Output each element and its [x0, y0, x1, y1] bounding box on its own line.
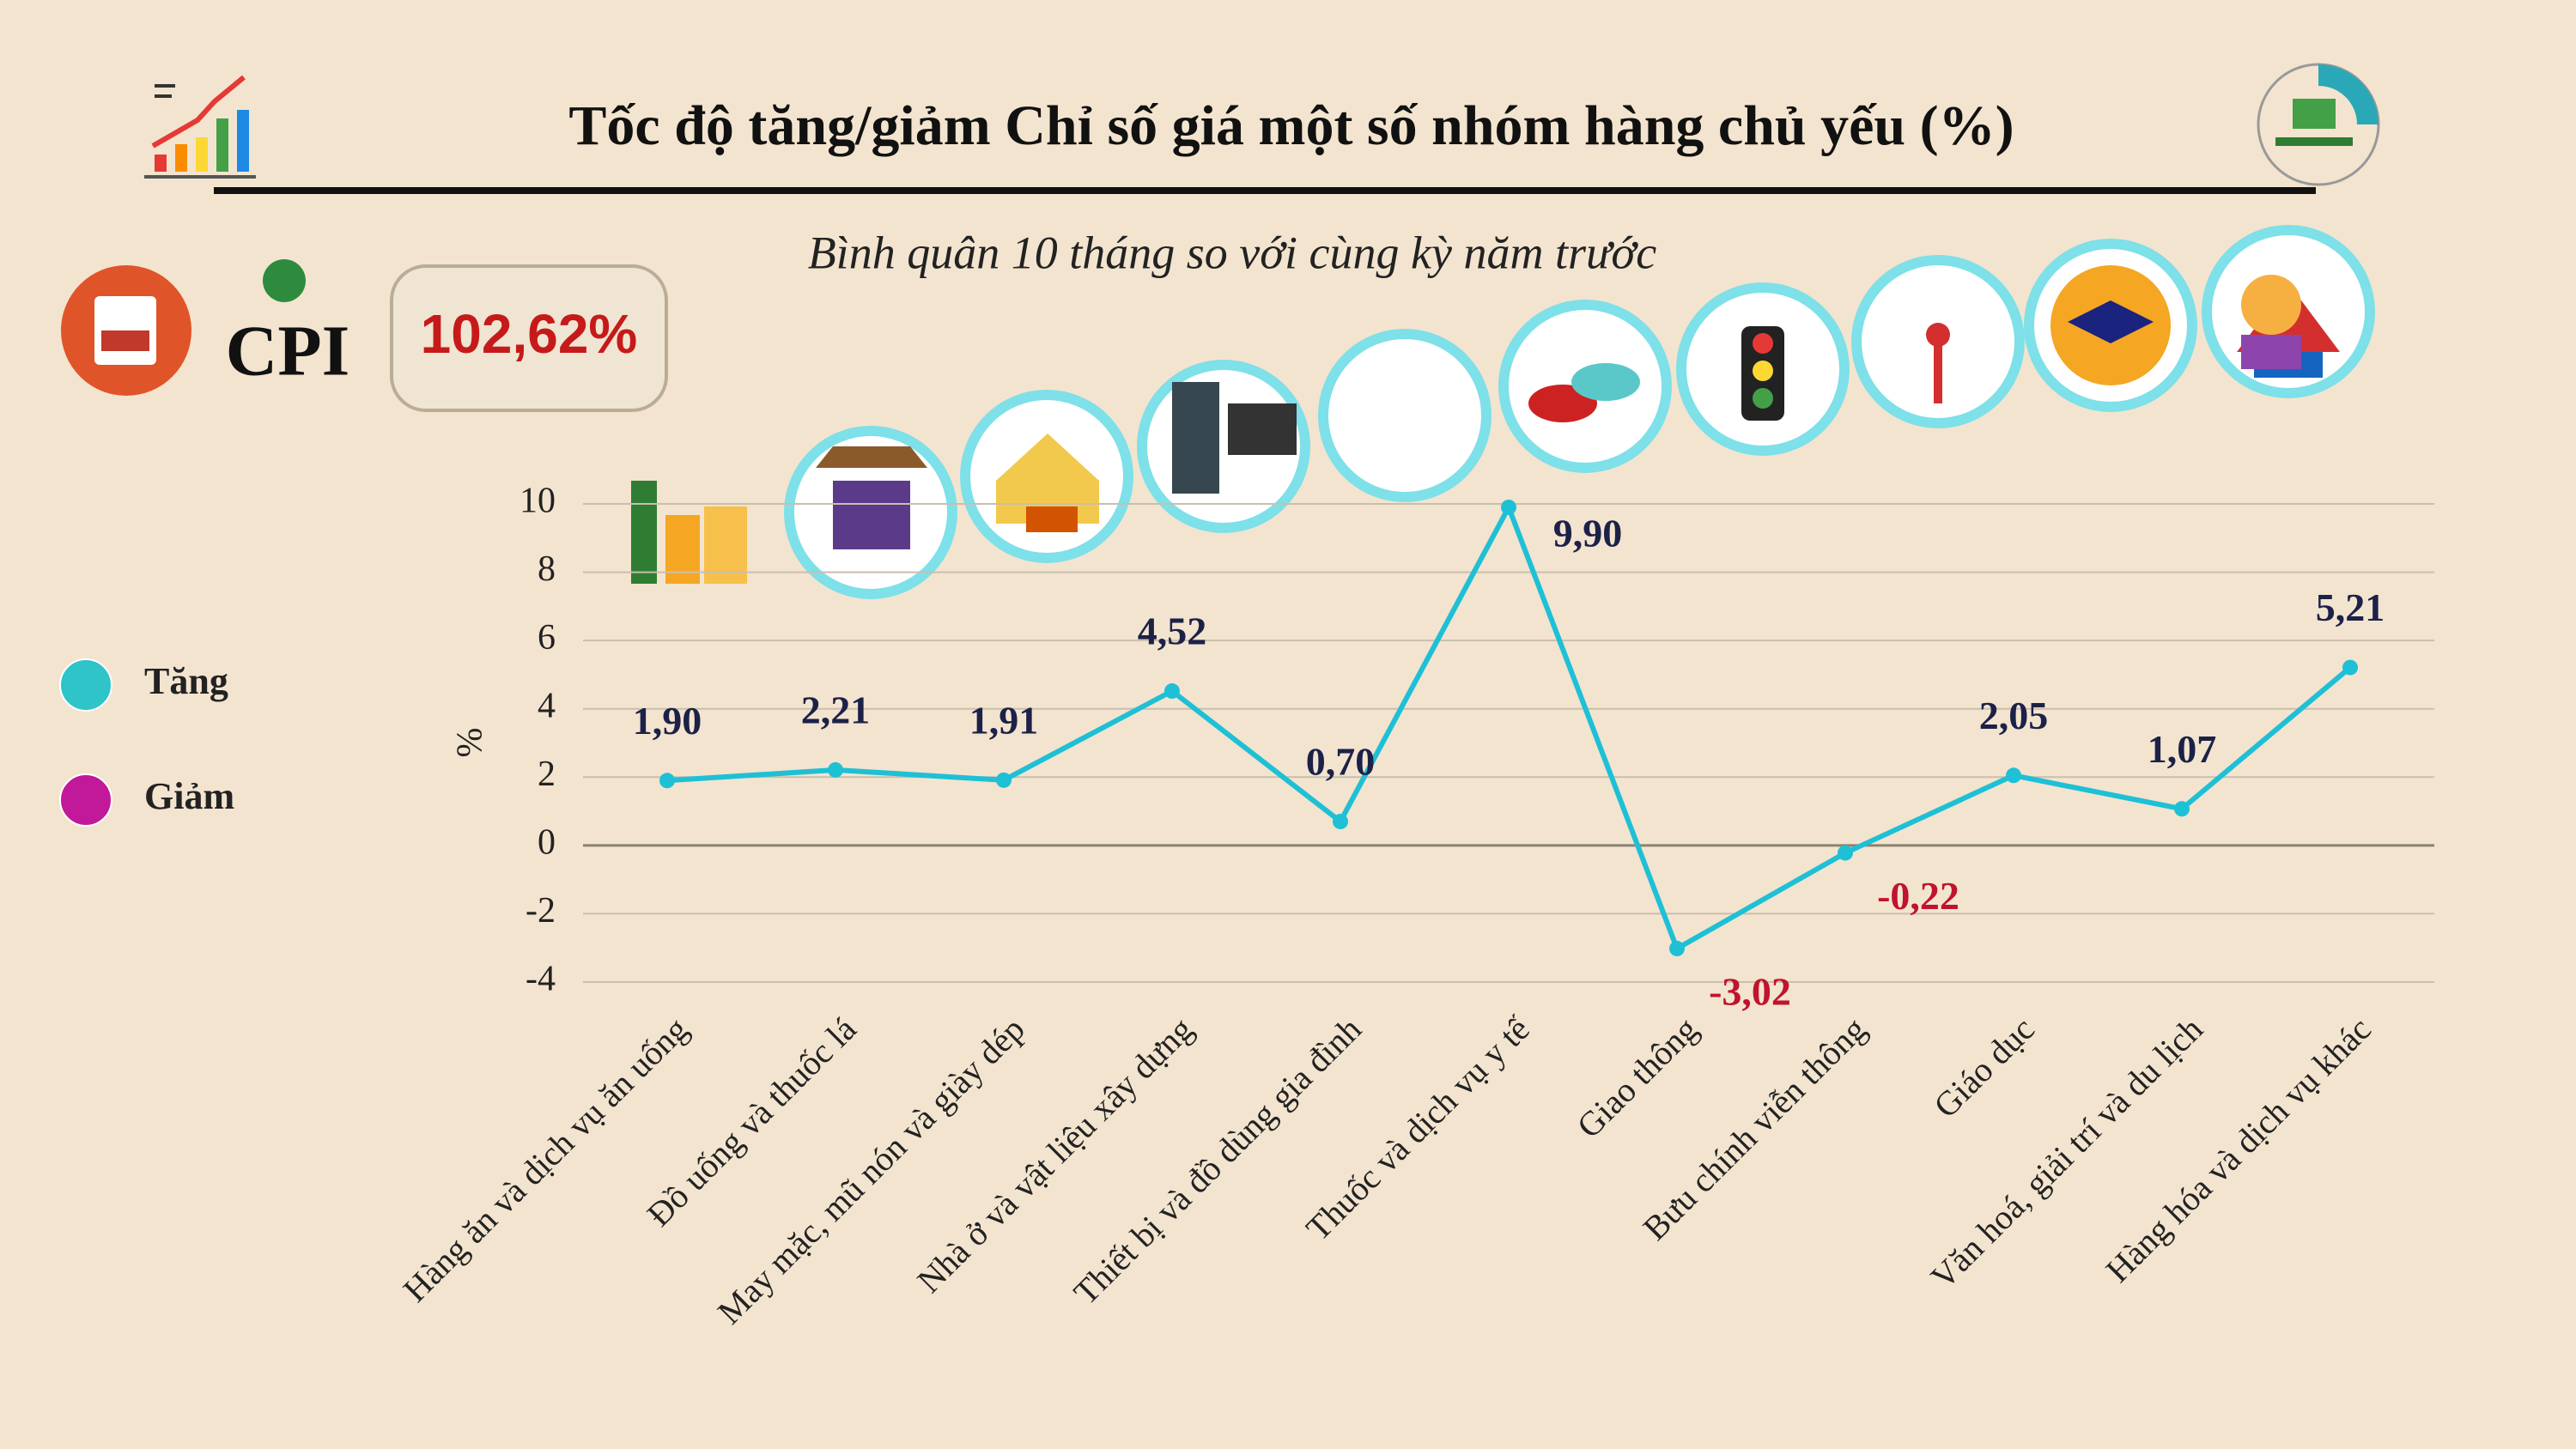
value-label: -3,02	[1709, 970, 1791, 1014]
value-label: 9,90	[1553, 512, 1623, 555]
data-point	[1333, 814, 1348, 830]
value-label: 4,52	[1138, 609, 1207, 653]
y-tick-label: 0	[538, 822, 556, 862]
data-point	[1164, 683, 1180, 700]
data-point	[1501, 499, 1516, 515]
value-label: 1,91	[969, 698, 1039, 742]
cpi-label: CPI	[226, 311, 350, 391]
chart-title: Tốc độ tăng/giảm Chỉ số giá một số nhóm …	[568, 94, 2014, 157]
value-label: 0,70	[1306, 740, 1376, 784]
data-point	[2006, 767, 2021, 784]
cpi-dot	[263, 259, 306, 302]
category-icons	[631, 225, 2375, 599]
team-icon	[2257, 63, 2380, 186]
y-tick-label: -4	[526, 960, 556, 999]
subtitle: Bình quân 10 tháng so với cùng kỳ năm tr…	[808, 227, 1656, 278]
value-label: 5,21	[2316, 585, 2385, 629]
data-point	[1669, 941, 1685, 957]
value-label: 2,05	[1979, 694, 2049, 737]
value-label: -0,22	[1877, 874, 1959, 918]
y-axis-label: %	[451, 728, 490, 758]
value-label: 2,21	[801, 688, 871, 731]
legend-label: Tăng	[144, 660, 228, 702]
legend-marker	[59, 773, 112, 827]
y-tick-label: 2	[538, 755, 556, 794]
cpi-value: 102,62%	[421, 303, 638, 365]
y-tick-label: 10	[519, 482, 556, 521]
value-label: 1,90	[633, 699, 702, 743]
legend-marker	[59, 658, 112, 712]
y-tick-label: 4	[538, 686, 556, 725]
cpi-frame	[390, 264, 668, 412]
cpi-doc-band	[101, 330, 149, 351]
y-tick-label: 8	[538, 549, 556, 589]
y-tick-label: -2	[526, 891, 556, 931]
data-point	[659, 773, 675, 789]
legend-label: Giảm	[144, 775, 234, 817]
data-point	[1838, 845, 1853, 861]
data-point	[2342, 659, 2358, 676]
y-tick-label: 6	[538, 618, 556, 658]
data-point	[828, 761, 843, 778]
data-point	[2174, 801, 2190, 817]
value-label: 1,07	[2148, 727, 2217, 771]
data-point	[996, 772, 1012, 788]
chart-icon	[144, 75, 256, 179]
